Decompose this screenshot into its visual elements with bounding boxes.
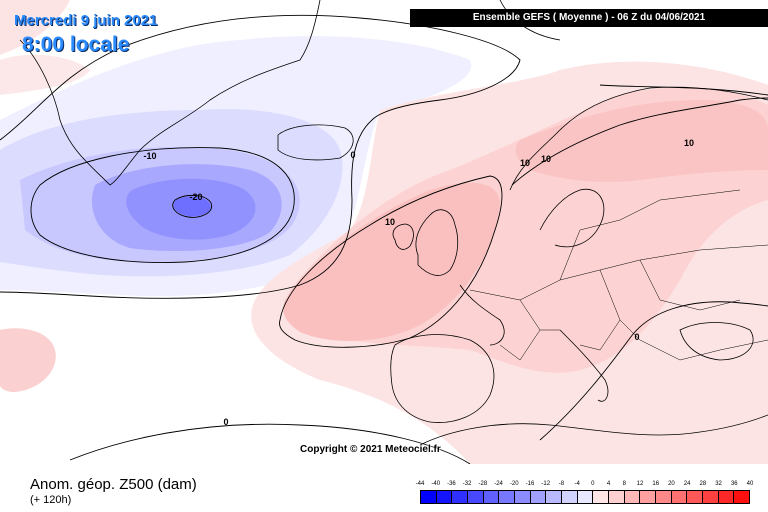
forecast-date: Mercredi 9 juin 2021 [14, 12, 158, 29]
negative-anomaly-shading [0, 36, 472, 297]
color-scale-swatch [687, 491, 704, 503]
positive-anomaly-shading [0, 0, 768, 464]
italy-coast [559, 329, 609, 402]
contour-10-scandinavia [511, 97, 768, 186]
europe-borders [469, 189, 768, 361]
contour-zero-north [0, 14, 521, 299]
color-scale-swatch [421, 491, 437, 503]
forecast-local-time: 8:00 locale [22, 33, 130, 56]
color-scale-swatch [703, 491, 719, 503]
color-scale-tick-label: 40 [746, 481, 754, 487]
contour-zero-east [599, 84, 768, 96]
color-scale-swatch [452, 491, 469, 503]
color-scale-bar [420, 490, 750, 504]
france-coast [459, 284, 505, 346]
color-scale-swatch [734, 491, 750, 503]
color-scale-tick-label: 12 [636, 481, 644, 487]
color-scale-swatch [515, 491, 531, 503]
contour-label: 0 [350, 150, 355, 160]
color-scale-tick-label: -4 [574, 481, 580, 487]
color-scale-tick-label: -28 [478, 481, 488, 487]
color-scale-tick-label: -44 [415, 481, 425, 487]
color-scale-tick-label: -24 [494, 481, 503, 487]
model-run-banner: Ensemble GEFS ( Moyenne ) - 06 Z du 04/0… [410, 9, 768, 27]
color-scale-swatch [671, 491, 688, 503]
land-outlines [19, 0, 768, 446]
color-scale-tick-label: -32 [462, 481, 472, 487]
contour-lines [0, 14, 768, 464]
legend-title: Anom. géop. Z500 (dam) [30, 476, 197, 493]
color-scale-labels: -44 -40 -36 -32 -28 -24 -20 -16 -12 -8 -4 0 4 8 12 16 20… [413, 480, 754, 490]
iceland-coast [277, 124, 354, 161]
color-scale-tick-label: -20 [509, 481, 519, 487]
black-sea-coast [679, 322, 754, 361]
color-scale-tick-label: 32 [715, 481, 722, 487]
color-scale-tick-label: 8 [622, 481, 626, 487]
color-scale-tick-label: 20 [668, 481, 675, 487]
color-scale-swatch [499, 491, 516, 503]
contour-label: 10 [520, 158, 530, 168]
contour-labels: -20 -10 0 10 10 10 10 0 0 [143, 138, 694, 427]
color-scale-tick-label: 28 [699, 481, 707, 487]
contour-minus10 [30, 147, 295, 263]
contour-label: -10 [143, 151, 156, 161]
color-scale-swatch [562, 491, 578, 503]
contour-zero-mediterranean [539, 301, 768, 441]
iberia-coast [390, 334, 495, 423]
color-scale-tick-label: -12 [541, 481, 551, 487]
color-scale-swatch [718, 491, 735, 503]
copyright-notice: Copyright © 2021 Meteociel.fr [300, 444, 441, 455]
color-scale-swatch [609, 491, 625, 503]
british-isles-coast [392, 209, 459, 276]
contour-label: 0 [223, 417, 228, 427]
color-scale-tick-label: -40 [431, 481, 441, 487]
contour-label: 10 [541, 154, 551, 164]
north-africa-coast [419, 414, 768, 446]
color-scale-swatch [436, 491, 453, 503]
color-scale-tick-label: 4 [606, 481, 611, 487]
color-scale-tick-label: 24 [683, 481, 691, 487]
color-scale-swatch [640, 491, 657, 503]
legend-lead-time: (+ 120h) [30, 494, 72, 506]
contour-zero-south [69, 423, 471, 464]
color-scale-tick-label: -36 [447, 481, 456, 487]
contour-10-atlantic [279, 175, 503, 348]
color-scale-swatch [483, 491, 500, 503]
greenland-coast [19, 0, 321, 186]
contour-label: 10 [385, 217, 395, 227]
color-scale-tick-label: 36 [730, 481, 738, 487]
color-scale-swatch [656, 491, 672, 503]
color-scale-swatch [593, 491, 610, 503]
color-scale-tick-label: -8 [558, 481, 565, 487]
color-scale-tick-label: -16 [525, 481, 535, 487]
anomaly-map: -20 -10 0 10 10 10 10 0 0 [0, 0, 768, 464]
contour-label: 10 [684, 138, 694, 148]
color-scale-tick-label: 0 [591, 481, 595, 487]
legend-footer [0, 464, 768, 512]
color-scale-swatch [577, 491, 594, 503]
contour-label: -20 [189, 192, 202, 202]
color-scale-tick-label: 16 [652, 481, 660, 487]
color-scale-swatch [530, 491, 547, 503]
color-scale-swatch [468, 491, 484, 503]
color-scale-swatch [546, 491, 563, 503]
contour-minus20 [172, 195, 213, 218]
contour-label: 0 [634, 332, 639, 342]
color-scale-swatch [624, 491, 641, 503]
